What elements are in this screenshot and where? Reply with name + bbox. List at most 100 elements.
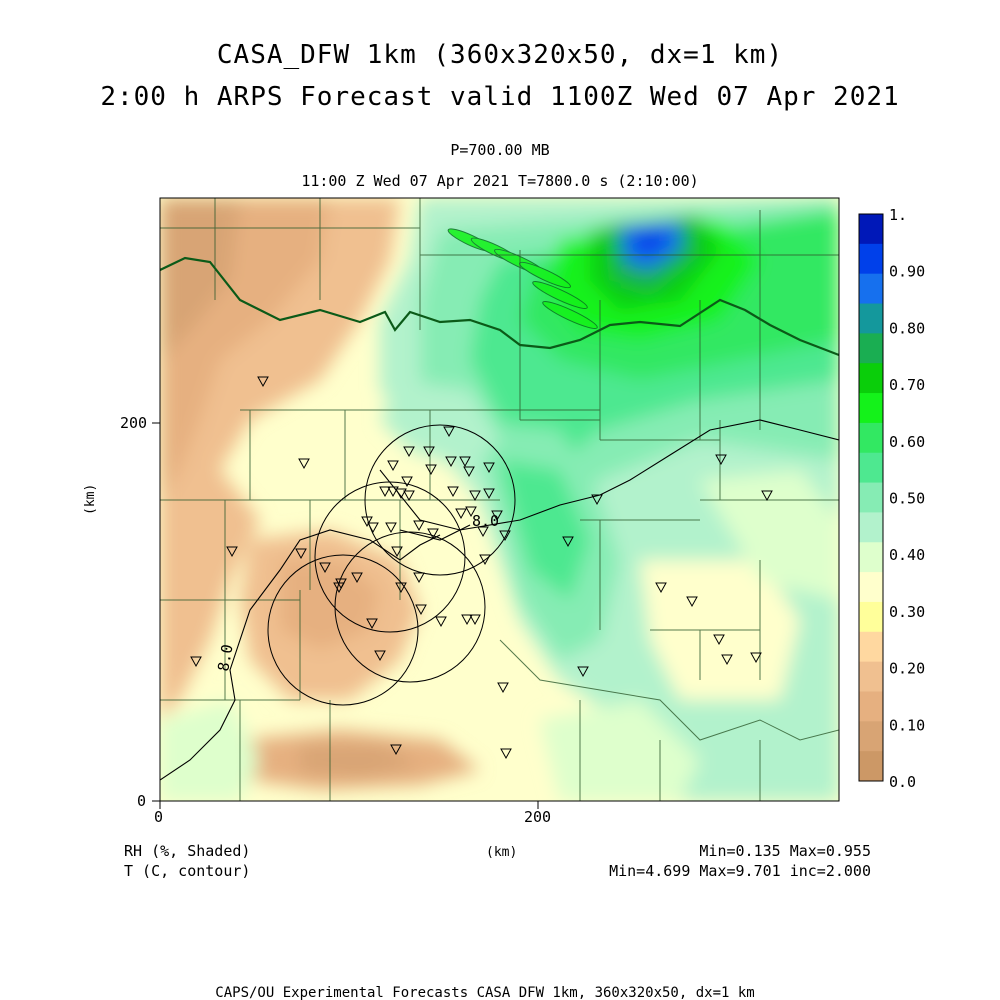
station-marker [351,572,363,584]
station-marker [459,456,471,468]
station-markers [190,376,773,760]
legend-swatch [859,482,883,513]
station-marker [477,526,489,538]
station-marker [591,494,603,506]
station-marker [443,426,455,438]
station-marker [401,476,413,488]
legend-label: 0.30 [889,603,925,621]
station-marker [374,650,386,662]
station-marker [319,562,331,574]
station-marker [479,554,491,566]
rh-field-label: RH (%, Shaded) [124,842,250,860]
legend-swatch [859,243,883,275]
legend-swatch [859,273,883,305]
legend-label: 0.60 [889,433,925,451]
station-marker [721,654,733,666]
station-marker [445,456,457,468]
station-marker [423,446,435,458]
y-tick-0: 0 [137,792,146,810]
station-marker [497,682,509,694]
station-marker [385,522,397,534]
legend-swatch [859,422,883,454]
legend-label: 0.20 [889,660,925,678]
station-marker [447,486,459,498]
legend-label: 0.40 [889,546,925,564]
station-marker [483,488,495,500]
legend-swatch [859,214,883,245]
station-marker [295,548,307,560]
station-marker [427,528,439,540]
station-marker [226,546,238,558]
legend-swatch [859,661,883,692]
station-marker [257,376,269,388]
state-border [160,256,839,357]
station-marker [491,510,503,522]
valid-time: 11:00 Z Wed 07 Apr 2021 T=7800.0 s (2:10… [301,172,699,190]
station-marker [366,618,378,630]
station-marker [562,536,574,548]
station-marker [395,582,407,594]
legend-label: 0.80 [889,319,925,337]
station-marker [469,490,481,502]
y-tick-200: 200 [120,414,147,432]
footer-credit: CAPS/OU Experimental Forecasts CASA DFW … [215,985,754,1000]
station-marker [713,634,725,646]
title-line-2: 2:00 h ARPS Forecast valid 1100Z Wed 07 … [100,82,900,112]
t-min-max: Min=4.699 Max=9.701 inc=2.000 [609,862,871,880]
county-boundaries [160,198,839,801]
map-frame [159,197,840,802]
station-marker [655,582,667,594]
legend-swatch [859,363,883,394]
station-marker [465,506,477,518]
legend-swatch [859,393,883,424]
legend-swatch [859,631,883,663]
station-marker [403,490,415,502]
station-marker [761,490,773,502]
legend-swatch [859,512,883,543]
station-marker [461,614,473,626]
legend-label: 1. [889,206,907,224]
t-field-label: T (C, contour) [124,862,250,880]
station-marker [577,666,589,678]
legend-frame [858,213,884,782]
rh-color-legend [859,214,883,782]
legend-swatch [859,691,883,722]
station-marker [750,652,762,664]
station-marker [686,596,698,608]
station-marker [298,458,310,470]
title-line-1: CASA_DFW 1km (360x320x50, dx=1 km) [216,40,784,70]
legend-swatch [859,572,883,603]
station-marker [395,488,407,500]
station-marker [403,446,415,458]
station-marker [379,486,391,498]
legend-swatch [859,452,883,484]
x-tick-200: 200 [524,808,551,826]
legend-label: 0.50 [889,490,925,508]
legend-label: 0.10 [889,716,925,734]
station-marker [387,460,399,472]
legend-label: 0.0 [889,773,916,791]
station-marker [425,464,437,476]
legend-label: 0.70 [889,376,925,394]
station-marker [413,520,425,532]
station-marker [413,572,425,584]
station-marker [333,582,345,594]
contour-label-b: 8.0 [214,643,236,673]
legend-label: 0.90 [889,263,925,281]
legend-swatch [859,303,883,334]
station-marker [415,604,427,616]
x-tick-0: 0 [154,808,163,826]
y-axis-label: (km) [83,484,98,515]
axis-ticks [152,422,539,809]
station-marker [463,466,475,478]
legend-swatch [859,721,883,752]
station-marker [715,454,727,466]
station-marker [390,744,402,756]
legend-swatch [859,333,883,364]
station-marker [455,508,467,520]
x-axis-label: (km) [486,845,517,860]
legend-swatch [859,751,883,782]
radar-range-rings [267,424,516,706]
station-marker [435,616,447,628]
